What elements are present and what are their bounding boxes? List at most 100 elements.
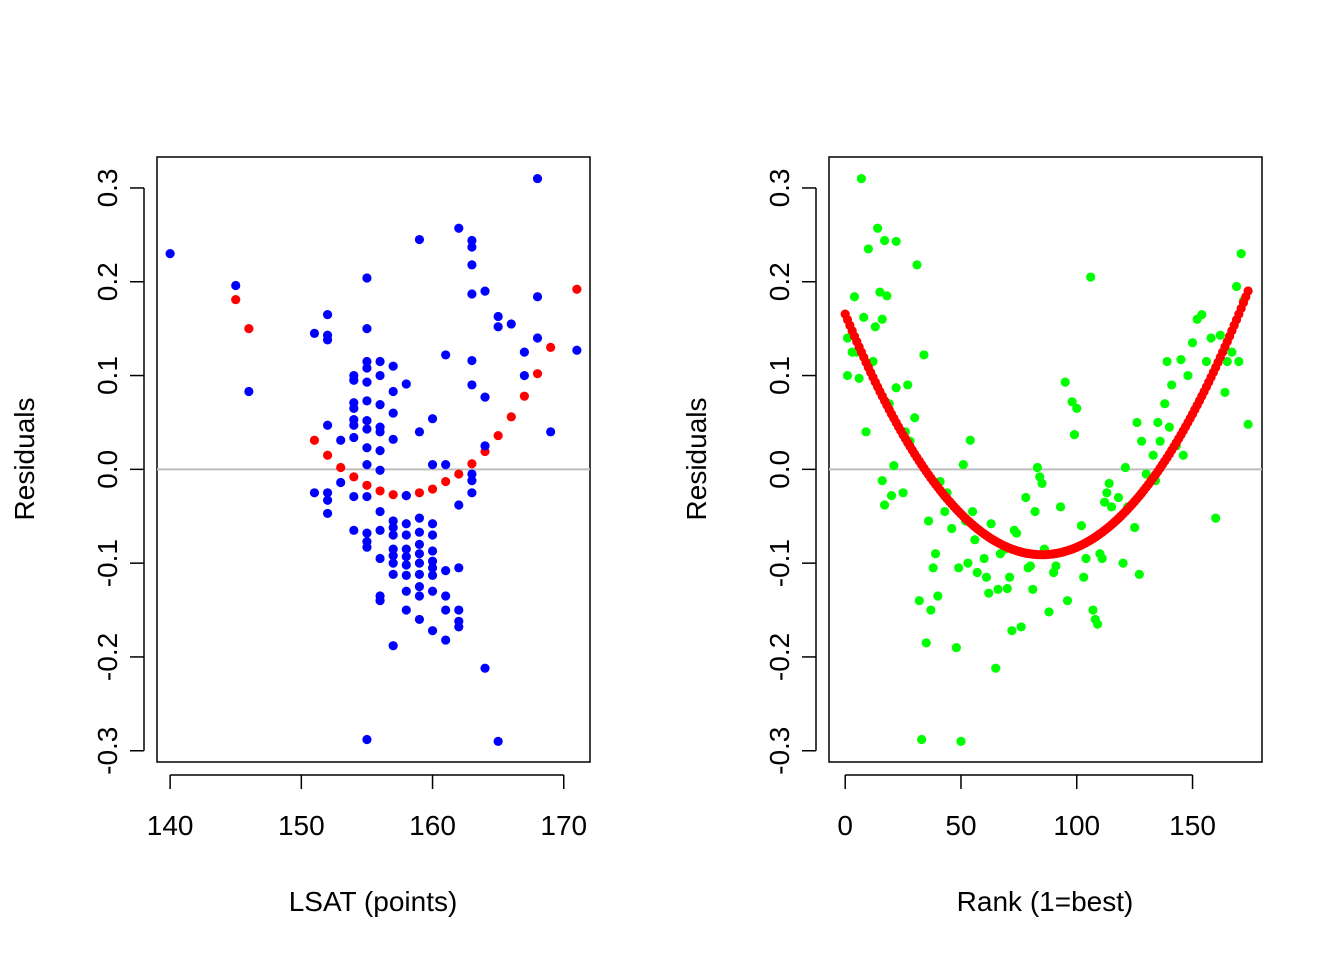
data-point bbox=[362, 363, 372, 373]
data-point bbox=[401, 570, 411, 580]
data-point bbox=[388, 641, 398, 651]
data-point bbox=[401, 605, 411, 615]
data-point bbox=[414, 539, 425, 549]
fitted-point bbox=[322, 450, 333, 460]
data-point bbox=[401, 379, 411, 389]
data-point bbox=[467, 235, 477, 246]
fitted-point bbox=[546, 342, 556, 353]
fitted-point bbox=[375, 486, 385, 496]
data-point bbox=[336, 435, 346, 445]
data-point bbox=[891, 383, 901, 393]
data-point bbox=[1055, 502, 1066, 512]
data-point bbox=[519, 370, 529, 381]
fitted-point bbox=[244, 324, 254, 334]
data-point bbox=[362, 443, 372, 453]
data-point bbox=[427, 414, 438, 424]
fitted-point bbox=[427, 484, 438, 494]
data-point bbox=[467, 260, 477, 270]
data-point bbox=[914, 596, 924, 606]
data-point bbox=[1069, 430, 1080, 440]
data-point bbox=[1030, 506, 1040, 517]
data-point bbox=[1222, 356, 1232, 367]
x-tick-label: 0 bbox=[837, 810, 853, 841]
data-point bbox=[1132, 417, 1142, 428]
data-point bbox=[923, 516, 934, 526]
data-point bbox=[493, 736, 503, 746]
data-point bbox=[375, 370, 385, 381]
data-point bbox=[1097, 553, 1107, 564]
data-point bbox=[1136, 436, 1147, 446]
data-point bbox=[349, 403, 359, 413]
data-point bbox=[1215, 330, 1225, 340]
y-axis-title: Residuals bbox=[9, 398, 40, 521]
data-point bbox=[1134, 569, 1144, 580]
data-point bbox=[854, 373, 864, 383]
data-point bbox=[1060, 377, 1070, 387]
data-point bbox=[414, 234, 425, 245]
x-tick-label: 160 bbox=[409, 810, 456, 841]
x-tick-label: 50 bbox=[945, 810, 976, 841]
data-point bbox=[930, 549, 941, 559]
plot-frame bbox=[828, 156, 1263, 763]
data-point bbox=[842, 333, 853, 343]
fitted-point bbox=[388, 490, 398, 500]
data-point bbox=[1201, 356, 1212, 367]
data-point bbox=[362, 734, 372, 745]
data-point bbox=[933, 591, 943, 601]
data-point bbox=[532, 333, 543, 343]
data-point bbox=[322, 488, 333, 498]
data-point bbox=[427, 586, 438, 596]
data-point bbox=[427, 556, 438, 566]
data-point bbox=[1025, 561, 1036, 571]
data-point bbox=[467, 380, 477, 390]
data-point bbox=[375, 427, 385, 437]
data-point bbox=[309, 488, 320, 498]
data-point bbox=[1028, 584, 1038, 595]
y-tick-label: 0.2 bbox=[764, 262, 795, 301]
data-point bbox=[375, 445, 385, 456]
data-point bbox=[861, 427, 871, 437]
data-point bbox=[322, 508, 333, 519]
data-point bbox=[1164, 422, 1174, 432]
data-point bbox=[972, 567, 982, 578]
data-point bbox=[926, 605, 936, 615]
data-point bbox=[986, 519, 996, 529]
data-point bbox=[889, 460, 899, 471]
data-point bbox=[362, 491, 372, 502]
data-point bbox=[309, 328, 320, 338]
panel-lsat: 140 150 160 170 -0.3 -0.2 -0.1 0.0 0.1 0.2 0.3 LS… bbox=[9, 156, 591, 917]
data-point bbox=[388, 530, 398, 540]
data-point bbox=[401, 544, 411, 554]
data-point bbox=[480, 286, 490, 296]
data-point bbox=[467, 355, 477, 366]
data-point bbox=[877, 476, 887, 486]
y-tick-label: 0.3 bbox=[92, 168, 123, 207]
data-point bbox=[1076, 521, 1086, 531]
y-tick-label: -0.2 bbox=[92, 633, 123, 681]
data-point bbox=[546, 427, 556, 437]
fitted-point bbox=[441, 476, 451, 487]
data-point bbox=[1211, 513, 1221, 523]
data-point bbox=[388, 551, 398, 561]
data-point bbox=[898, 488, 908, 498]
data-point bbox=[322, 309, 333, 320]
data-point bbox=[958, 460, 968, 470]
data-point bbox=[414, 614, 425, 625]
data-point bbox=[1021, 492, 1031, 503]
data-point bbox=[1167, 380, 1177, 390]
data-point bbox=[427, 626, 438, 636]
data-point bbox=[493, 322, 503, 332]
data-point bbox=[401, 519, 411, 529]
data-point bbox=[414, 527, 425, 537]
data-point bbox=[362, 528, 372, 538]
data-point bbox=[956, 736, 966, 746]
data-point bbox=[981, 572, 992, 582]
data-point bbox=[441, 350, 451, 360]
data-point bbox=[856, 173, 867, 184]
data-point bbox=[1072, 403, 1082, 413]
data-point bbox=[1032, 462, 1042, 473]
data-point bbox=[954, 563, 964, 573]
data-point bbox=[1187, 338, 1198, 348]
residual-points bbox=[165, 173, 582, 746]
